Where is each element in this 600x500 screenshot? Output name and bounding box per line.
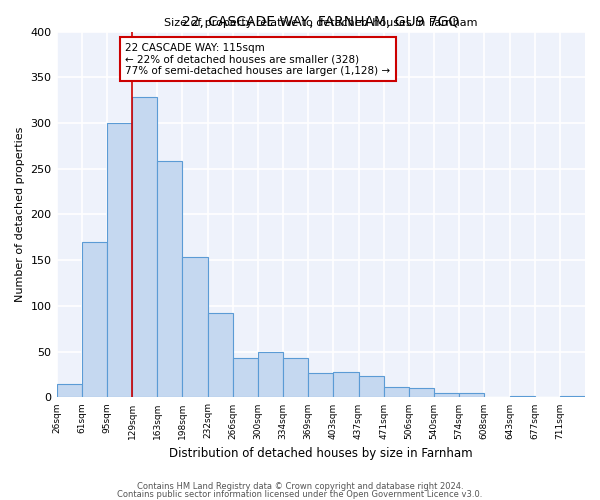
- Text: Size of property relative to detached houses in Farnham: Size of property relative to detached ho…: [164, 18, 478, 28]
- Text: 22 CASCADE WAY: 115sqm
← 22% of detached houses are smaller (328)
77% of semi-de: 22 CASCADE WAY: 115sqm ← 22% of detached…: [125, 42, 391, 76]
- X-axis label: Distribution of detached houses by size in Farnham: Distribution of detached houses by size …: [169, 447, 473, 460]
- Bar: [560, 396, 585, 398]
- Bar: [157, 162, 182, 398]
- Bar: [132, 98, 157, 398]
- Bar: [82, 242, 107, 398]
- Bar: [56, 384, 82, 398]
- Text: Contains HM Land Registry data © Crown copyright and database right 2024.: Contains HM Land Registry data © Crown c…: [137, 482, 463, 491]
- Bar: [459, 393, 484, 398]
- Bar: [434, 393, 459, 398]
- Bar: [359, 376, 383, 398]
- Bar: [233, 358, 258, 398]
- Y-axis label: Number of detached properties: Number of detached properties: [15, 127, 25, 302]
- Bar: [509, 396, 535, 398]
- Bar: [283, 358, 308, 398]
- Bar: [107, 123, 132, 398]
- Text: Contains public sector information licensed under the Open Government Licence v3: Contains public sector information licen…: [118, 490, 482, 499]
- Bar: [409, 388, 434, 398]
- Bar: [182, 258, 208, 398]
- Bar: [258, 352, 283, 398]
- Bar: [208, 314, 233, 398]
- Bar: [383, 388, 409, 398]
- Bar: [308, 372, 334, 398]
- Bar: [334, 372, 359, 398]
- Title: 22, CASCADE WAY, FARNHAM, GU9 7GQ: 22, CASCADE WAY, FARNHAM, GU9 7GQ: [182, 15, 460, 29]
